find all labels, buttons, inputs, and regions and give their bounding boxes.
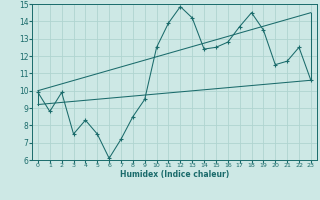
X-axis label: Humidex (Indice chaleur): Humidex (Indice chaleur) bbox=[120, 170, 229, 179]
